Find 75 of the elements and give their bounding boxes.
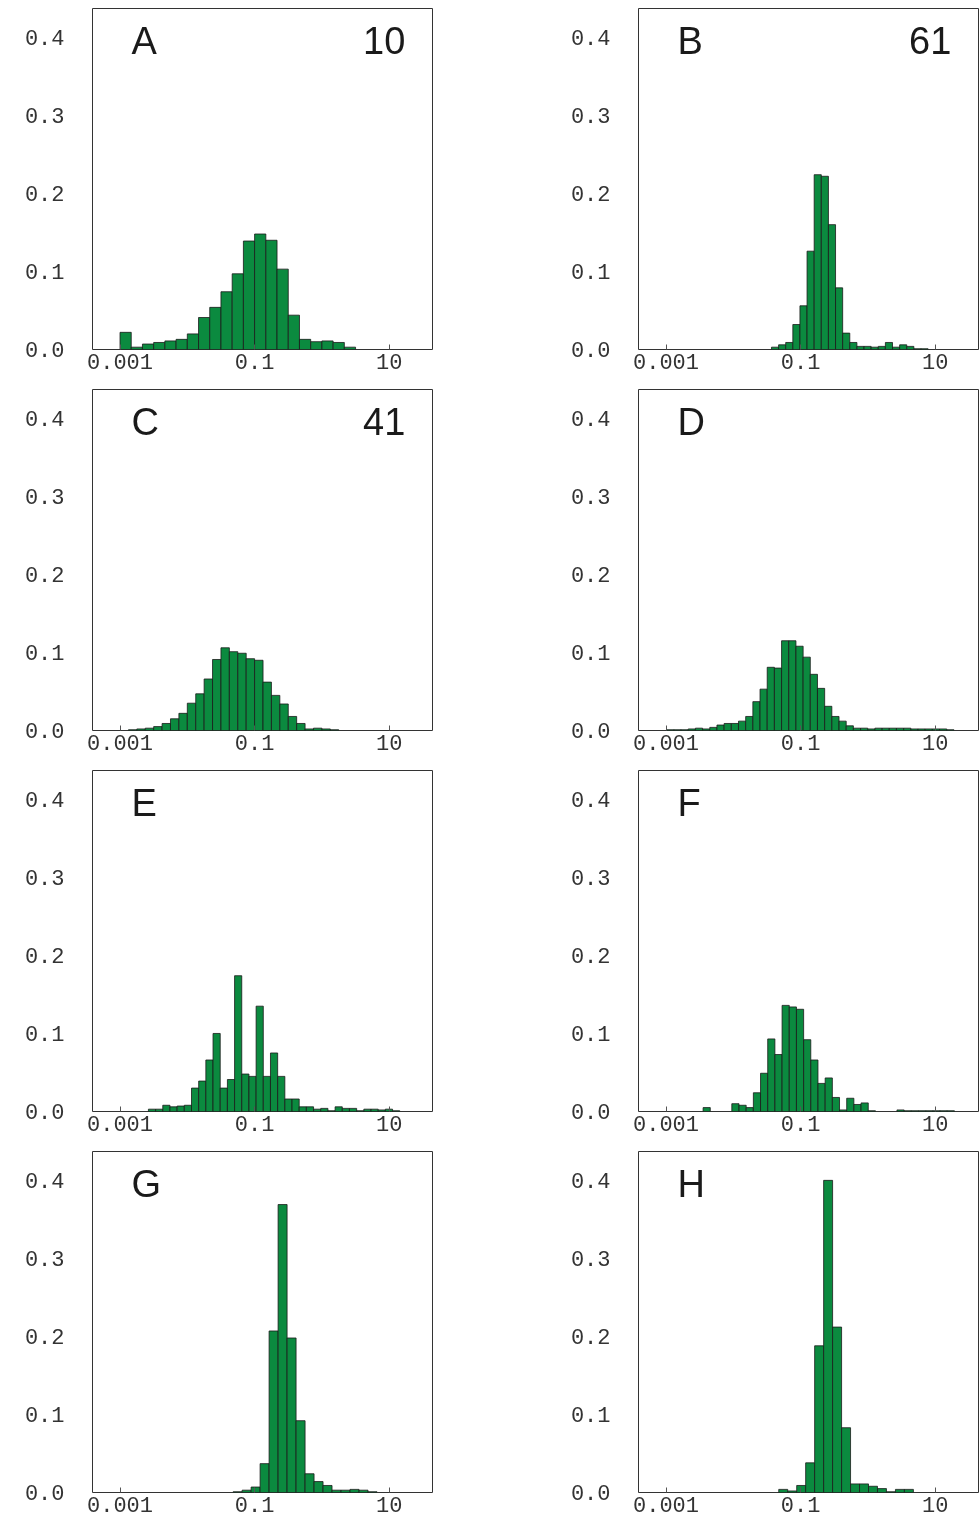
- y-tick-label: 0.4: [570, 407, 611, 433]
- y-tick-label: 0.2: [24, 563, 65, 589]
- y-tick-label: 0.1: [570, 1022, 611, 1048]
- x-tick-label: 10: [376, 1112, 403, 1138]
- y-tick-label: 0.0: [570, 1482, 611, 1507]
- x-tick-label: 0.1: [780, 1493, 821, 1519]
- annotation: G: [131, 1162, 162, 1205]
- annotation: 41: [363, 401, 406, 444]
- y-tick-label: 0.3: [24, 1247, 65, 1273]
- y-tick-label: 0.0: [24, 1101, 65, 1126]
- x-tick-label: 10: [922, 1493, 949, 1519]
- x-tick-label: 10: [922, 350, 949, 376]
- x-tick-label: 0.001: [87, 350, 154, 376]
- y-tick-label: 0.4: [24, 407, 65, 433]
- annotation: E: [131, 781, 157, 824]
- y-tick-label: 0.2: [24, 1325, 65, 1351]
- annotation: C: [131, 400, 160, 443]
- x-tick-label: 0.1: [780, 731, 821, 757]
- x-tick-label: 10: [922, 1112, 949, 1138]
- y-tick-label: 0.3: [570, 1247, 611, 1273]
- y-tick-label: 0.0: [24, 1482, 65, 1507]
- y-tick-label: 0.4: [570, 788, 611, 814]
- y-tick-label: 0.3: [24, 485, 65, 511]
- y-tick-label: 0.1: [24, 260, 65, 286]
- y-tick-label: 0.0: [24, 720, 65, 745]
- x-tick-label: 10: [922, 731, 949, 757]
- x-tick-label: 10: [376, 1493, 403, 1519]
- x-tick-label: 0.1: [234, 731, 275, 757]
- y-tick-label: 0.1: [24, 1403, 65, 1429]
- y-tick-label: 0.3: [24, 866, 65, 892]
- annotation: F: [677, 781, 701, 824]
- y-tick-label: 0.3: [570, 485, 611, 511]
- annotation: H: [677, 1162, 706, 1205]
- y-tick-label: 0.3: [570, 104, 611, 130]
- x-tick-label: 0.1: [780, 350, 821, 376]
- annotation: 10: [363, 20, 406, 63]
- annotation: B: [677, 19, 703, 62]
- x-tick-label: 0.001: [633, 731, 700, 757]
- y-tick-label: 0.4: [24, 26, 65, 52]
- y-tick-label: 0.1: [570, 260, 611, 286]
- y-tick-label: 0.0: [570, 720, 611, 745]
- y-tick-label: 0.1: [24, 1022, 65, 1048]
- y-tick-label: 0.3: [24, 104, 65, 130]
- y-tick-label: 0.1: [570, 1403, 611, 1429]
- x-tick-label: 0.001: [633, 350, 700, 376]
- x-tick-label: 0.001: [87, 1112, 154, 1138]
- y-tick-label: 0.4: [570, 1169, 611, 1195]
- y-tick-label: 0.2: [570, 944, 611, 970]
- y-tick-label: 0.4: [570, 26, 611, 52]
- x-tick-label: 0.1: [234, 1493, 275, 1519]
- x-tick-label: 0.1: [234, 350, 275, 376]
- annotation: D: [677, 400, 706, 443]
- y-tick-label: 0.0: [570, 1101, 611, 1126]
- y-tick-label: 0.2: [24, 182, 65, 208]
- y-tick-label: 0.1: [570, 641, 611, 667]
- y-tick-label: 0.2: [24, 944, 65, 970]
- x-tick-label: 10: [376, 731, 403, 757]
- x-tick-label: 0.001: [633, 1493, 700, 1519]
- y-tick-label: 0.2: [570, 563, 611, 589]
- y-tick-label: 0.4: [24, 788, 65, 814]
- y-tick-label: 0.4: [24, 1169, 65, 1195]
- x-tick-label: 0.1: [780, 1112, 821, 1138]
- x-tick-label: 10: [376, 350, 403, 376]
- y-tick-label: 0.3: [570, 866, 611, 892]
- y-tick-label: 0.2: [570, 182, 611, 208]
- y-tick-label: 0.0: [24, 339, 65, 364]
- x-tick-label: 0.001: [633, 1112, 700, 1138]
- x-tick-label: 0.1: [234, 1112, 275, 1138]
- x-tick-label: 0.001: [87, 731, 154, 757]
- annotation: 61: [909, 20, 952, 63]
- y-tick-label: 0.1: [24, 641, 65, 667]
- y-tick-label: 0.0: [570, 339, 611, 364]
- y-tick-label: 0.2: [570, 1325, 611, 1351]
- x-tick-label: 0.001: [87, 1493, 154, 1519]
- annotation: A: [131, 19, 158, 62]
